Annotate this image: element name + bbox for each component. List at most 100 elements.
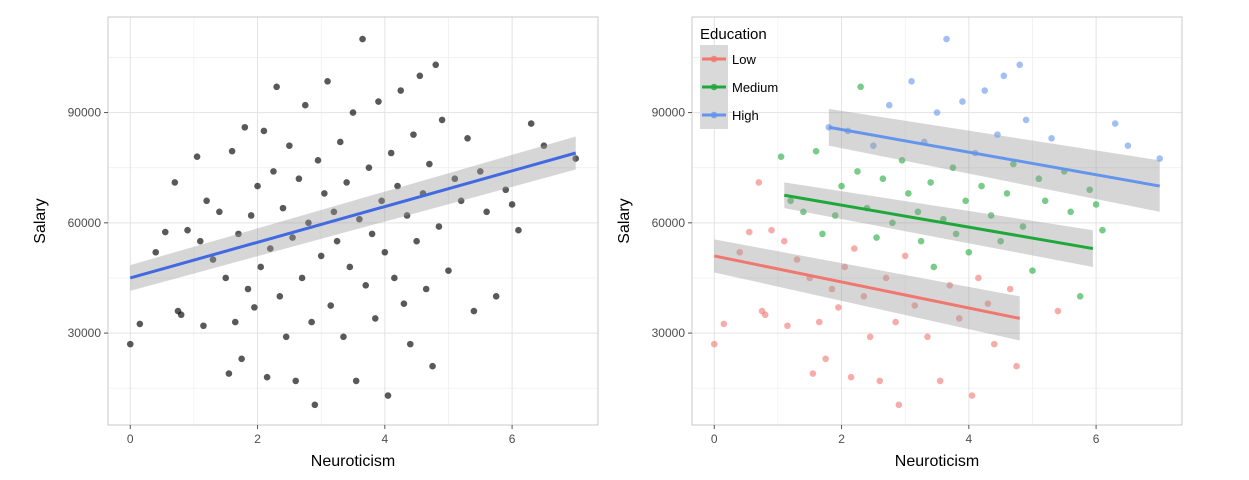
data-point-medium bbox=[978, 182, 985, 190]
data-point-low bbox=[745, 228, 753, 236]
data-point bbox=[426, 160, 433, 168]
data-point-low bbox=[990, 340, 998, 348]
data-point bbox=[216, 208, 223, 216]
data-point-high bbox=[1124, 142, 1132, 149]
data-point bbox=[209, 256, 217, 263]
x-tick-label: 2 bbox=[254, 432, 261, 446]
confidence-band bbox=[784, 182, 1093, 267]
data-point bbox=[371, 315, 379, 322]
data-point bbox=[540, 142, 548, 149]
panel-border bbox=[691, 16, 1183, 426]
data-point-low bbox=[984, 300, 992, 308]
panel-border bbox=[107, 16, 599, 426]
data-point bbox=[193, 153, 201, 160]
y-tick-label: 60000 bbox=[652, 216, 686, 230]
data-point-low bbox=[975, 274, 982, 282]
data-point bbox=[254, 182, 261, 190]
data-point bbox=[314, 157, 322, 164]
data-point-medium bbox=[831, 212, 839, 219]
data-point-medium bbox=[889, 219, 896, 227]
data-point bbox=[343, 179, 350, 186]
data-point bbox=[457, 197, 465, 205]
data-point bbox=[311, 401, 319, 409]
data-point-low bbox=[710, 340, 718, 348]
data-point-medium bbox=[879, 175, 887, 183]
y-tick-label: 90000 bbox=[652, 106, 686, 120]
y-tick-label: 30000 bbox=[68, 326, 102, 340]
data-point bbox=[483, 208, 490, 216]
data-point bbox=[438, 116, 446, 124]
data-point-low bbox=[911, 302, 919, 309]
data-point-low bbox=[924, 333, 931, 341]
data-point bbox=[515, 226, 522, 234]
data-point bbox=[445, 267, 452, 274]
data-point-medium bbox=[1099, 226, 1106, 234]
y-tick-label: 30000 bbox=[652, 326, 686, 340]
data-point-high bbox=[981, 87, 989, 94]
data-point bbox=[136, 320, 144, 328]
data-point bbox=[349, 109, 357, 116]
data-point bbox=[416, 72, 424, 80]
data-point-low bbox=[936, 377, 944, 385]
data-point-medium bbox=[1003, 190, 1011, 197]
data-point bbox=[324, 78, 331, 85]
data-point-medium bbox=[987, 212, 995, 219]
data-point-high bbox=[933, 109, 941, 116]
data-point bbox=[228, 147, 236, 155]
data-point-low bbox=[768, 226, 775, 234]
data-point-low bbox=[860, 293, 868, 300]
confidence-band bbox=[828, 108, 1160, 212]
data-point-medium bbox=[997, 237, 1004, 245]
data-point bbox=[365, 164, 373, 172]
data-point-low bbox=[946, 282, 954, 289]
data-point bbox=[196, 237, 204, 245]
data-point-high bbox=[994, 131, 1001, 138]
data-point-low bbox=[736, 248, 744, 256]
data-point bbox=[244, 285, 252, 293]
data-point bbox=[260, 127, 268, 135]
scatter-plot-right: 0 2 4 6 30000 60000 90000 Neuroticism Salary Educ… bbox=[616, 16, 1183, 470]
data-point bbox=[352, 377, 360, 385]
data-point-low bbox=[780, 237, 788, 245]
data-point-low bbox=[761, 311, 769, 319]
data-point-low bbox=[809, 370, 817, 377]
data-point bbox=[362, 282, 370, 289]
data-point bbox=[171, 179, 179, 186]
data-point-medium bbox=[1019, 223, 1027, 230]
data-point bbox=[247, 212, 255, 219]
data-point-medium bbox=[952, 230, 960, 238]
data-point bbox=[387, 149, 395, 157]
data-point bbox=[184, 226, 191, 234]
data-point-high bbox=[885, 101, 893, 109]
data-point-medium bbox=[1092, 201, 1100, 208]
data-point bbox=[378, 197, 385, 205]
data-point bbox=[381, 248, 389, 256]
legend-key-point bbox=[710, 55, 718, 63]
data-point bbox=[508, 201, 516, 208]
data-point-low bbox=[828, 285, 836, 293]
data-point-low bbox=[968, 392, 976, 399]
data-point-medium bbox=[873, 234, 880, 241]
x-tick-label: 6 bbox=[1093, 432, 1100, 446]
data-point bbox=[203, 197, 210, 205]
data-point bbox=[177, 311, 185, 319]
data-point bbox=[270, 168, 277, 175]
data-point-high bbox=[943, 35, 950, 43]
data-point-medium bbox=[800, 208, 807, 216]
data-point-medium bbox=[854, 168, 861, 175]
data-point bbox=[238, 355, 245, 363]
data-point bbox=[225, 370, 233, 377]
data-point bbox=[289, 234, 296, 241]
x-axis-title: Neuroticism bbox=[895, 453, 979, 470]
data-point bbox=[476, 168, 484, 175]
data-point bbox=[502, 186, 510, 194]
data-point bbox=[391, 274, 398, 282]
data-point-low bbox=[1006, 285, 1014, 293]
confidence-band bbox=[130, 136, 576, 291]
data-point bbox=[330, 208, 338, 216]
data-point-low bbox=[895, 401, 903, 409]
data-point-medium bbox=[940, 215, 947, 223]
data-point bbox=[492, 293, 500, 300]
data-point bbox=[200, 322, 207, 330]
data-point-high bbox=[1000, 72, 1008, 80]
